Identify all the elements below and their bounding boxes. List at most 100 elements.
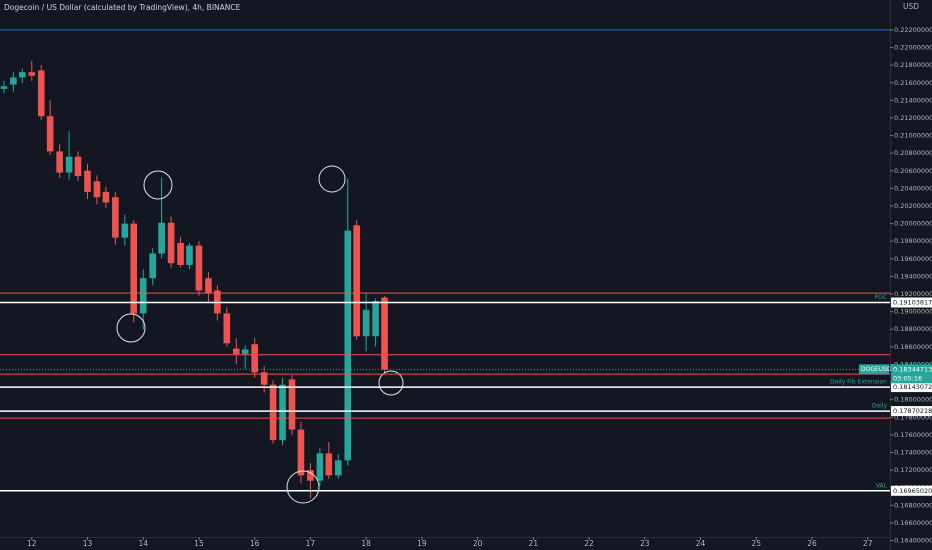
candle-body: [18, 72, 26, 78]
countdown: 03:05:16: [893, 374, 922, 382]
axis-unit: USD: [903, 2, 919, 11]
x-tick-label: 22: [584, 539, 594, 548]
candle-body: [353, 225, 360, 337]
y-tick-label: 0.21600000: [894, 79, 932, 87]
candle-body: [121, 223, 129, 238]
candle-body: [177, 242, 184, 265]
y-tick-label: 0.17600000: [894, 431, 932, 439]
candle-body: [28, 72, 36, 76]
level-price: 0.19103817: [893, 298, 932, 306]
candle-body: [84, 170, 91, 192]
y-tick-label: 0.16800000: [894, 501, 932, 509]
y-tick-label: 0.17200000: [894, 466, 932, 474]
y-tick-label: 0.19000000: [894, 308, 932, 316]
candle-body: [10, 77, 17, 85]
candle-body: [112, 197, 119, 238]
current-price-box: [891, 364, 932, 384]
candle-body: [279, 384, 286, 441]
x-tick-label: 19: [417, 539, 427, 548]
candle-body: [251, 344, 258, 373]
y-tick-label: 0.18000000: [894, 396, 932, 404]
y-tick-label: 0.21200000: [894, 114, 932, 122]
candle-body: [130, 223, 138, 314]
y-tick-label: 0.18800000: [894, 325, 932, 333]
candle-body: [195, 245, 203, 291]
x-tick-label: 18: [361, 539, 371, 548]
y-tick-label: 0.20000000: [894, 220, 932, 228]
candle-body: [297, 429, 305, 476]
candle-body: [334, 460, 342, 476]
y-tick-label: 0.16400000: [894, 537, 932, 545]
y-tick-label: 0.17400000: [894, 448, 932, 456]
level-price-box: [891, 382, 932, 393]
y-tick-label: 0.18600000: [894, 343, 932, 351]
candle-body: [74, 156, 82, 177]
candle-body: [344, 230, 352, 461]
candle-body: [316, 453, 324, 481]
candle-body: [372, 301, 379, 337]
x-tick-label: 27: [863, 539, 873, 548]
candle-body: [93, 181, 101, 198]
level-price: 0.17870218: [893, 407, 932, 415]
circle-annotation: [286, 470, 320, 504]
x-tick-label: 13: [83, 539, 93, 548]
symbol-name: DOGEUSD: [861, 366, 892, 373]
y-tick-label: 0.19800000: [894, 237, 932, 245]
x-tick-label: 16: [250, 539, 260, 548]
x-tick-label: 17: [306, 539, 316, 548]
y-tick-label: 0.20400000: [894, 184, 932, 192]
level-price-box: [891, 406, 932, 417]
candle-body: [288, 379, 296, 430]
candle-body: [223, 313, 231, 344]
y-tick-label: 0.19200000: [894, 290, 932, 298]
x-tick-label: 23: [640, 539, 650, 548]
candle-body: [65, 156, 73, 173]
y-tick-label: 0.19400000: [894, 272, 932, 280]
candle-body: [307, 470, 314, 481]
candle-body: [0, 86, 8, 89]
candle-body: [186, 245, 193, 265]
circle-annotation: [143, 170, 173, 200]
candle-body: [56, 151, 63, 173]
candle-body: [167, 222, 175, 264]
candle-body: [260, 372, 268, 385]
y-tick-label: 0.20200000: [894, 202, 932, 210]
level-price: 0.16965020: [893, 487, 932, 495]
x-tick-label: 25: [751, 539, 761, 548]
y-tick-label: 0.21800000: [894, 61, 932, 69]
level-price-box: [891, 297, 932, 308]
level-name: Daily Fib Extension: [830, 379, 887, 386]
symbol-box: [859, 364, 889, 375]
candle-body: [158, 222, 165, 254]
candle-body: [46, 116, 54, 152]
y-tick-label: 0.20600000: [894, 167, 932, 175]
candle-body: [362, 309, 370, 337]
y-tick-label: 0.22200000: [894, 26, 932, 34]
candle-body: [205, 278, 212, 294]
candle-body: [241, 349, 249, 354]
level-name: VAL: [876, 482, 888, 489]
candle-body: [381, 297, 388, 370]
x-tick-label: 24: [696, 539, 706, 548]
y-tick-label: 0.21400000: [894, 96, 932, 104]
candle-body: [102, 191, 110, 203]
candle-body: [149, 253, 156, 279]
level-name: POC: [874, 294, 887, 301]
x-tick-label: 12: [27, 539, 37, 548]
y-tick-label: 0.21000000: [894, 132, 932, 140]
y-tick-label: 0.19600000: [894, 255, 932, 263]
x-tick-label: 26: [807, 539, 817, 548]
x-tick-label: 14: [138, 539, 148, 548]
level-price-box: [891, 485, 932, 496]
x-tick-label: 21: [529, 539, 539, 548]
candle-body: [325, 453, 333, 476]
circle-annotation: [378, 370, 404, 396]
y-tick-label: 0.17800000: [894, 413, 932, 421]
candle-body: [139, 278, 147, 314]
y-tick-label: 0.16600000: [894, 519, 932, 527]
y-tick-label: 0.22000000: [894, 44, 932, 52]
current-price: 0.18344713: [893, 365, 932, 373]
circle-annotation: [318, 165, 346, 193]
